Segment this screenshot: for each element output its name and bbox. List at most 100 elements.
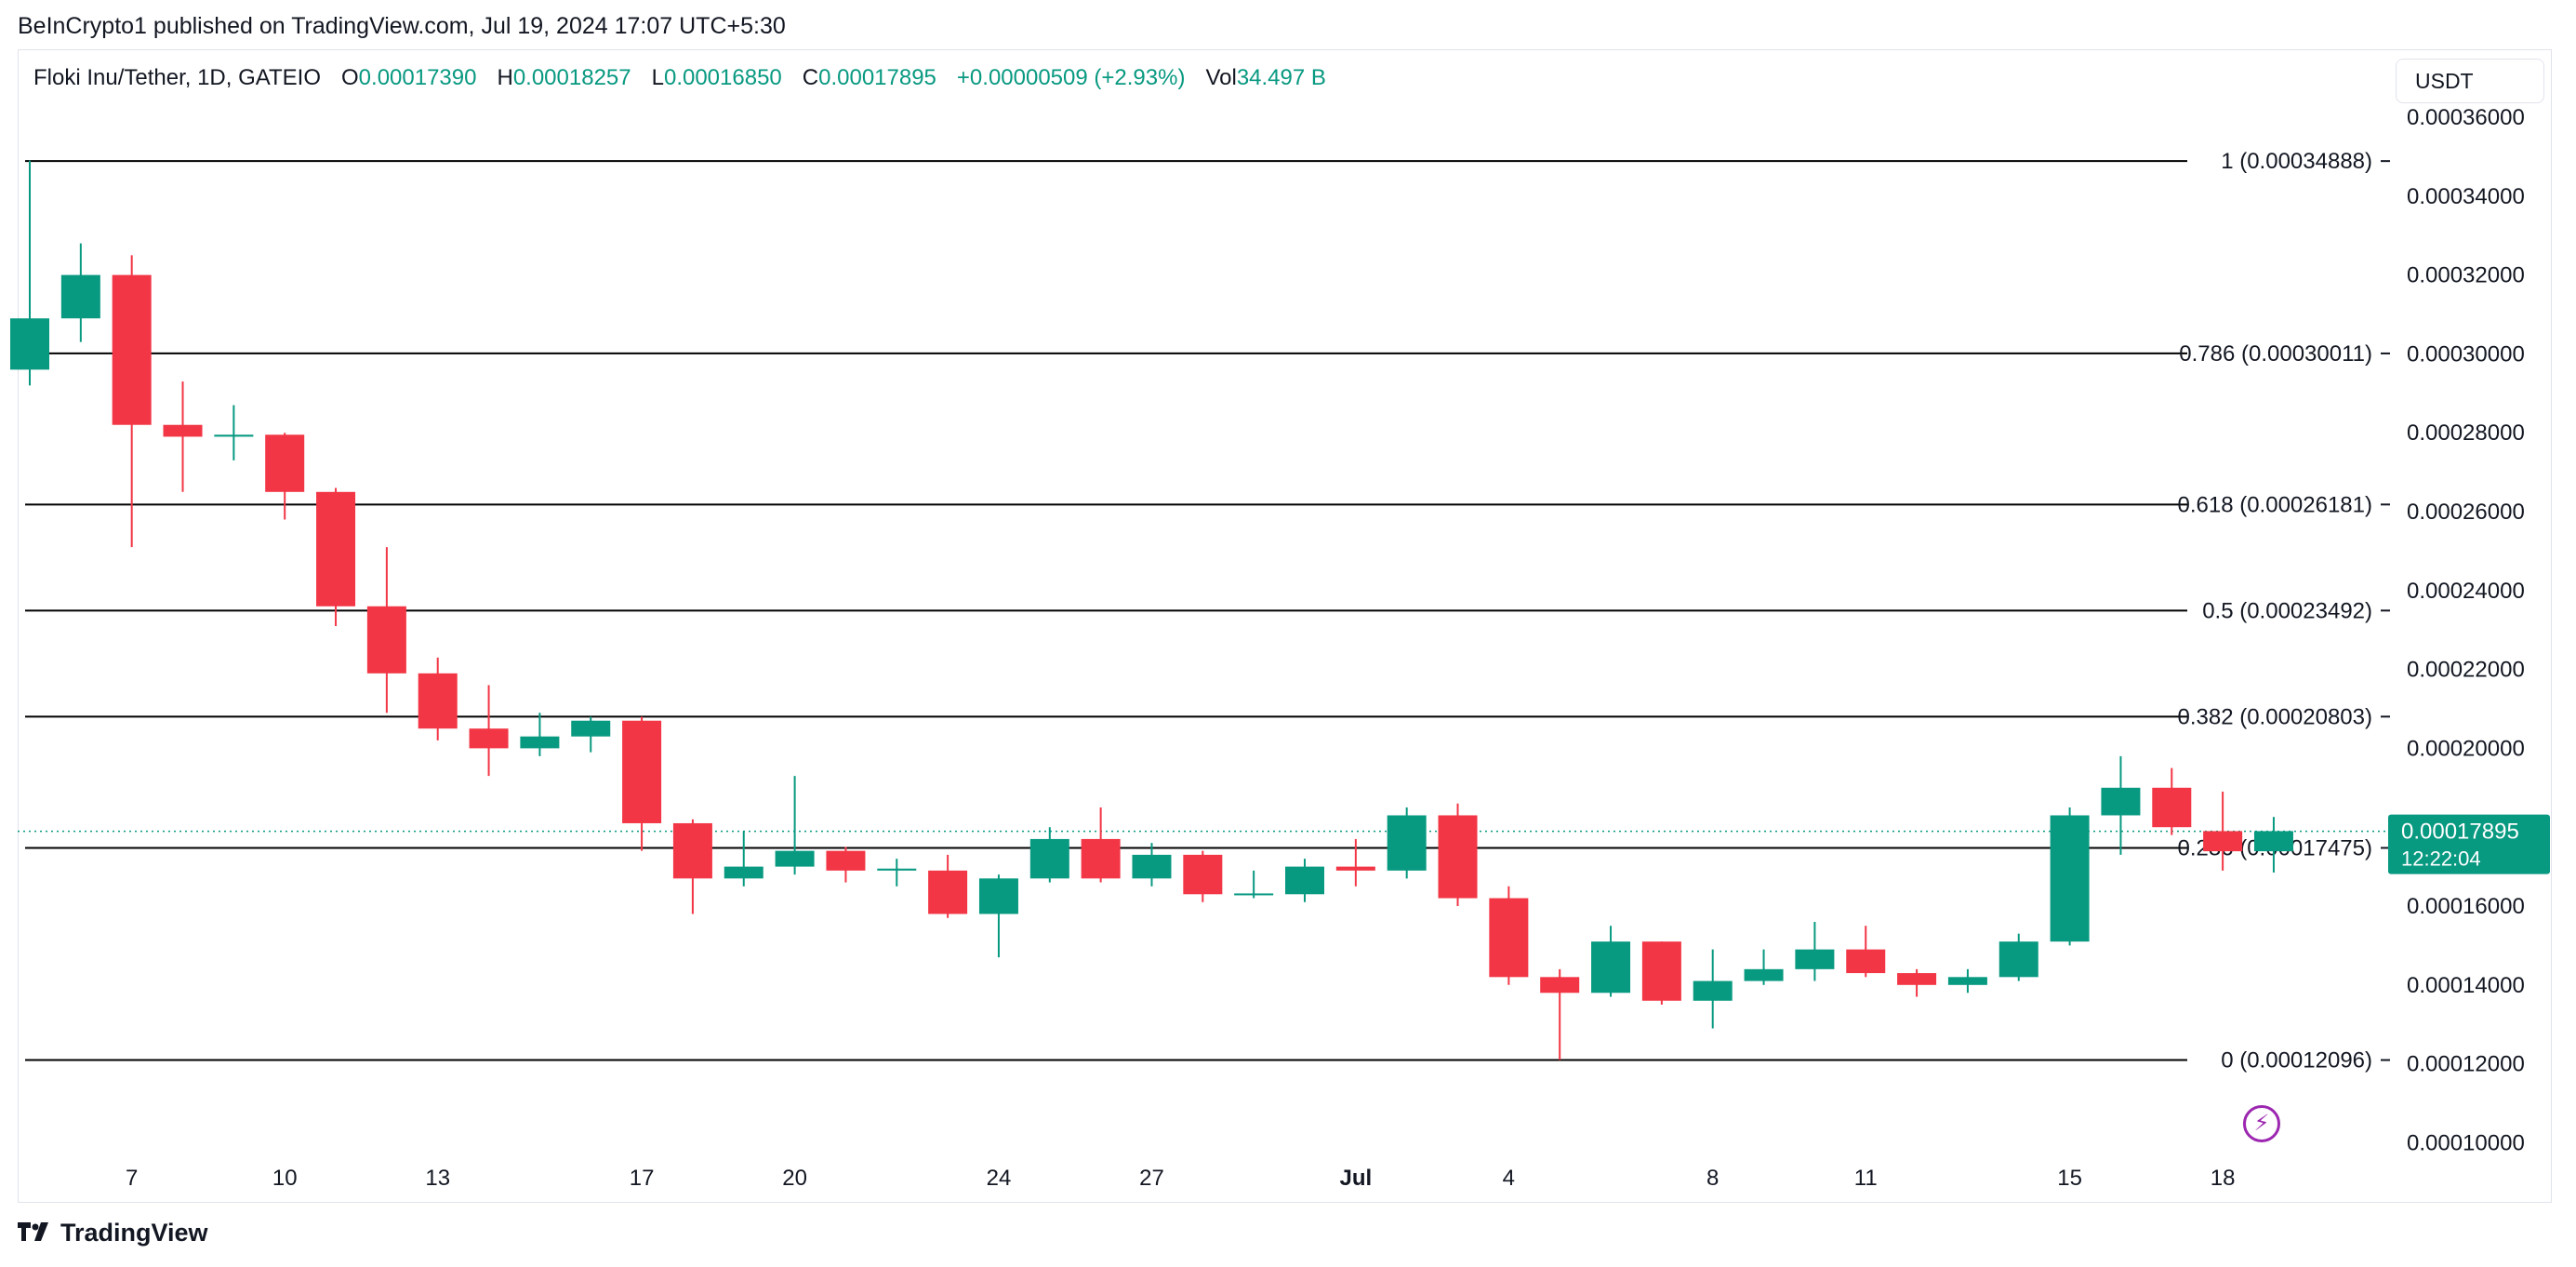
candle-body[interactable] bbox=[1335, 866, 1375, 871]
candle-body[interactable] bbox=[1846, 949, 1886, 974]
candle-body[interactable] bbox=[1081, 838, 1121, 879]
candle-body[interactable] bbox=[2101, 787, 2141, 816]
x-tick-label: 4 bbox=[1503, 1166, 1515, 1191]
candle-body[interactable] bbox=[163, 424, 203, 437]
candle-body[interactable] bbox=[1540, 977, 1580, 994]
fib-level-label: 0 (0.00012096) bbox=[2221, 1048, 2372, 1074]
y-tick-label: 0.00036000 bbox=[2407, 105, 2525, 130]
candle-body[interactable] bbox=[2152, 787, 2192, 828]
candle-body[interactable] bbox=[1489, 898, 1529, 978]
x-tick-label: 15 bbox=[2057, 1166, 2082, 1191]
candle-body[interactable] bbox=[1641, 941, 1681, 1001]
close-label: C bbox=[802, 65, 819, 90]
candle-body[interactable] bbox=[1029, 838, 1069, 879]
candle-body[interactable] bbox=[1744, 968, 1784, 981]
x-tick-label: 20 bbox=[782, 1166, 807, 1191]
y-tick-label: 0.00010000 bbox=[2407, 1130, 2525, 1155]
low-label: L bbox=[651, 65, 664, 90]
candle-body[interactable] bbox=[214, 434, 254, 437]
candle-body[interactable] bbox=[775, 850, 815, 867]
candle-body[interactable] bbox=[1438, 815, 1478, 899]
candle-body[interactable] bbox=[1285, 866, 1324, 895]
tradingview-logo-icon bbox=[18, 1220, 55, 1243]
candle-body[interactable] bbox=[1234, 893, 1274, 896]
candle-body[interactable] bbox=[622, 720, 662, 823]
candle-body[interactable] bbox=[2253, 831, 2293, 852]
candle-body[interactable] bbox=[265, 434, 305, 492]
current-price-value: 0.00017895 bbox=[2401, 820, 2519, 845]
y-tick-label: 0.00034000 bbox=[2407, 184, 2525, 209]
x-tick-label: 24 bbox=[987, 1166, 1012, 1191]
y-tick-label: 0.00014000 bbox=[2407, 973, 2525, 998]
currency-selector-button[interactable]: USDT bbox=[2396, 59, 2544, 103]
fib-level-label: 1 (0.00034888) bbox=[2221, 149, 2372, 174]
x-tick-label: 11 bbox=[1854, 1166, 1878, 1191]
high-label: H bbox=[497, 65, 513, 90]
candle-body[interactable] bbox=[672, 822, 712, 879]
x-tick-label: 18 bbox=[2211, 1166, 2236, 1191]
ohlc-legend: Floki Inu/Tether, 1D, GATEIO O0.00017390 H… bbox=[33, 65, 1347, 91]
candle-body[interactable] bbox=[928, 870, 968, 914]
current-price-tag bbox=[2388, 814, 2550, 874]
x-tick-label: 10 bbox=[272, 1166, 298, 1191]
candle-body[interactable] bbox=[10, 318, 49, 370]
y-tick-label: 0.00020000 bbox=[2407, 736, 2525, 761]
publisher-caption: BeInCrypto1 published on TradingView.com… bbox=[18, 13, 786, 39]
fib-level-label: 0.382 (0.00020803) bbox=[2177, 704, 2372, 729]
candle-body[interactable] bbox=[60, 274, 100, 319]
low-value: 0.00016850 bbox=[663, 65, 782, 90]
candle-body[interactable] bbox=[1183, 854, 1223, 895]
candle-body[interactable] bbox=[2203, 831, 2243, 852]
bar-countdown: 12:22:04 bbox=[2401, 847, 2481, 871]
candle-body[interactable] bbox=[112, 274, 152, 425]
y-tick-label: 0.00016000 bbox=[2407, 894, 2525, 919]
tradingview-logo[interactable]: TradingView bbox=[18, 1219, 208, 1247]
candle-body[interactable] bbox=[520, 736, 560, 749]
y-tick-label: 0.00032000 bbox=[2407, 263, 2525, 288]
candle-body[interactable] bbox=[2050, 815, 2090, 942]
candle-body[interactable] bbox=[724, 866, 764, 879]
candle-body[interactable] bbox=[366, 606, 406, 674]
candle-body[interactable] bbox=[571, 720, 611, 737]
candle-body[interactable] bbox=[877, 868, 917, 871]
y-tick-label: 0.00012000 bbox=[2407, 1052, 2525, 1077]
fib-level-label: 0.618 (0.00026181) bbox=[2177, 492, 2372, 517]
candle-body[interactable] bbox=[1132, 854, 1172, 879]
candle-body[interactable] bbox=[1795, 949, 1835, 969]
y-tick-label: 0.00028000 bbox=[2407, 420, 2525, 446]
candle-body[interactable] bbox=[1693, 980, 1733, 1001]
tradingview-logo-text: TradingView bbox=[60, 1219, 208, 1247]
candle-body[interactable] bbox=[978, 878, 1018, 914]
open-label: O bbox=[341, 65, 359, 90]
symbol-title[interactable]: Floki Inu/Tether, 1D, GATEIO bbox=[33, 65, 321, 90]
x-tick-label: 7 bbox=[126, 1166, 138, 1191]
y-tick-label: 0.00024000 bbox=[2407, 579, 2525, 604]
candle-body[interactable] bbox=[826, 850, 866, 871]
x-tick-label: 27 bbox=[1139, 1166, 1164, 1191]
change-value: +0.00000509 (+2.93%) bbox=[956, 65, 1186, 90]
chart-frame bbox=[18, 49, 2552, 1203]
y-tick-label: 0.00026000 bbox=[2407, 500, 2525, 525]
y-tick-label: 0.00030000 bbox=[2407, 341, 2525, 367]
fib-level-label: 0.5 (0.00023492) bbox=[2202, 598, 2372, 623]
candle-body[interactable] bbox=[1947, 977, 1987, 985]
x-tick-label: Jul bbox=[1339, 1166, 1372, 1191]
candle-body[interactable] bbox=[316, 491, 356, 607]
candle-body[interactable] bbox=[1998, 941, 2038, 978]
candle-body[interactable] bbox=[1897, 973, 1937, 985]
x-tick-label: 8 bbox=[1706, 1166, 1719, 1191]
candle-body[interactable] bbox=[1591, 941, 1631, 994]
x-tick-label: 13 bbox=[425, 1166, 450, 1191]
candle-body[interactable] bbox=[469, 728, 509, 749]
high-value: 0.00018257 bbox=[512, 65, 631, 90]
lightning-icon[interactable]: ⚡ bbox=[2243, 1105, 2280, 1142]
x-tick-label: 17 bbox=[630, 1166, 655, 1191]
close-value: 0.00017895 bbox=[818, 65, 936, 90]
candle-body[interactable] bbox=[1387, 815, 1427, 871]
open-value: 0.00017390 bbox=[358, 65, 477, 90]
volume-label: Vol bbox=[1205, 65, 1237, 90]
candle-body[interactable] bbox=[418, 673, 458, 729]
y-tick-label: 0.00022000 bbox=[2407, 658, 2525, 683]
volume-value: 34.497 B bbox=[1236, 65, 1326, 90]
